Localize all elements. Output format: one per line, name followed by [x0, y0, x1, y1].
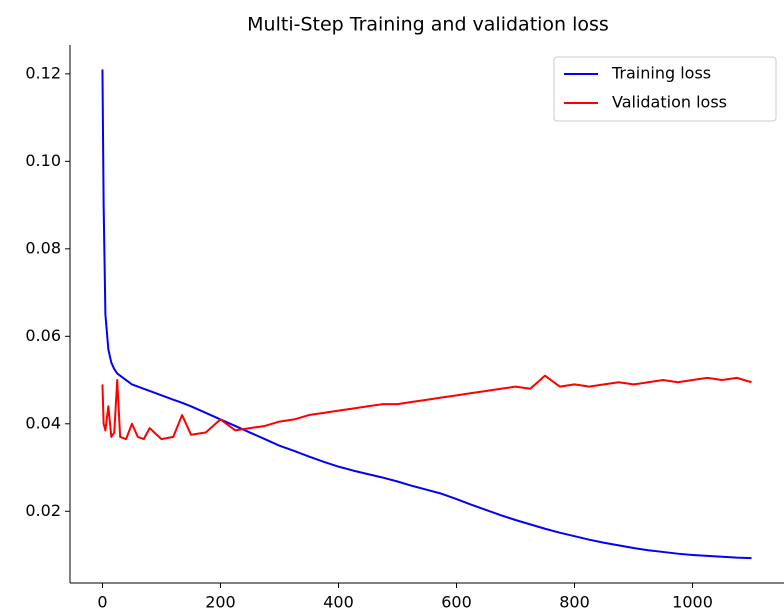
x-tick-label: 400 [323, 593, 354, 612]
y-tick-label: 0.06 [25, 326, 61, 345]
series-line [101, 374, 752, 441]
series-line [101, 69, 752, 560]
y-tick-label: 0.10 [25, 151, 61, 170]
x-tick-label: 800 [559, 593, 590, 612]
legend-label: Training loss [611, 64, 711, 83]
x-tick-label: 1000 [672, 593, 713, 612]
chart-title: Multi-Step Training and validation loss [247, 14, 609, 36]
y-tick-label: 0.08 [25, 238, 61, 257]
x-tick-label: 0 [97, 593, 107, 612]
y-tick-label: 0.12 [25, 63, 61, 82]
x-tick-label: 600 [441, 593, 472, 612]
y-tick-label: 0.02 [25, 501, 61, 520]
legend-box [553, 56, 777, 122]
x-tick-label: 200 [205, 593, 236, 612]
y-tick-label: 0.04 [25, 413, 61, 432]
legend-label: Validation loss [612, 93, 727, 112]
